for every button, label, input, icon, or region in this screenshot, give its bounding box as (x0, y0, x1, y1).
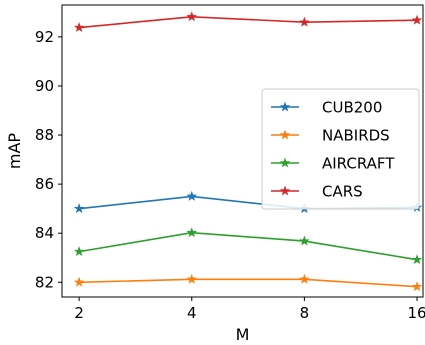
y-axis-label: mAP (5, 133, 24, 170)
x-tick-label: 4 (187, 304, 197, 322)
data-point-cars-16 (411, 14, 423, 25)
legend-label-cub200: CUB200 (322, 99, 382, 117)
data-point-nabirds-16 (411, 281, 423, 292)
legend-marker-cub200 (279, 101, 291, 112)
plot-frame (61, 4, 424, 298)
x-tick-label: 8 (300, 304, 310, 322)
x-tick-label: 2 (74, 304, 84, 322)
legend: CUB200 NABIRDS AIRCRAFT CARS (261, 88, 420, 210)
x-axis-label: M (236, 325, 250, 344)
y-tick-label: 92 (35, 28, 54, 46)
y-tick-label: 86 (35, 175, 54, 193)
y-tick-label: 90 (35, 77, 54, 95)
data-point-cub200-4 (186, 190, 197, 201)
data-point-cars-8 (299, 16, 310, 27)
y-tick-label: 82 (35, 273, 54, 291)
data-point-cars-2 (73, 22, 85, 33)
axes: M mAP 2 4 8 16 82 84 86 88 90 92 (5, 4, 425, 344)
x-tick-label: 16 (407, 304, 425, 322)
legend-marker-aircraft (279, 157, 291, 168)
data-point-aircraft-2 (73, 246, 85, 257)
data-point-aircraft-8 (299, 235, 310, 246)
data-point-cars-4 (186, 11, 197, 22)
legend-marker-cars (279, 185, 291, 196)
series-line-cars (79, 15, 418, 29)
legend-box (261, 88, 420, 210)
legend-label-cars: CARS (322, 183, 363, 201)
legend-label-nabirds: NABIRDS (322, 127, 390, 145)
data-point-aircraft-16 (411, 254, 423, 265)
data-point-cub200-2 (73, 203, 85, 214)
series-line-nabirds (79, 278, 418, 288)
data-point-aircraft-4 (186, 227, 197, 238)
data-point-nabirds-4 (186, 273, 197, 284)
legend-marker-nabirds (279, 129, 291, 140)
data-point-nabirds-8 (299, 273, 310, 284)
y-tick-label: 84 (35, 224, 54, 242)
data-point-nabirds-2 (73, 276, 85, 287)
legend-label-aircraft: AIRCRAFT (322, 155, 395, 173)
y-tick-label: 88 (35, 126, 54, 144)
series-line-aircraft (78, 231, 418, 261)
